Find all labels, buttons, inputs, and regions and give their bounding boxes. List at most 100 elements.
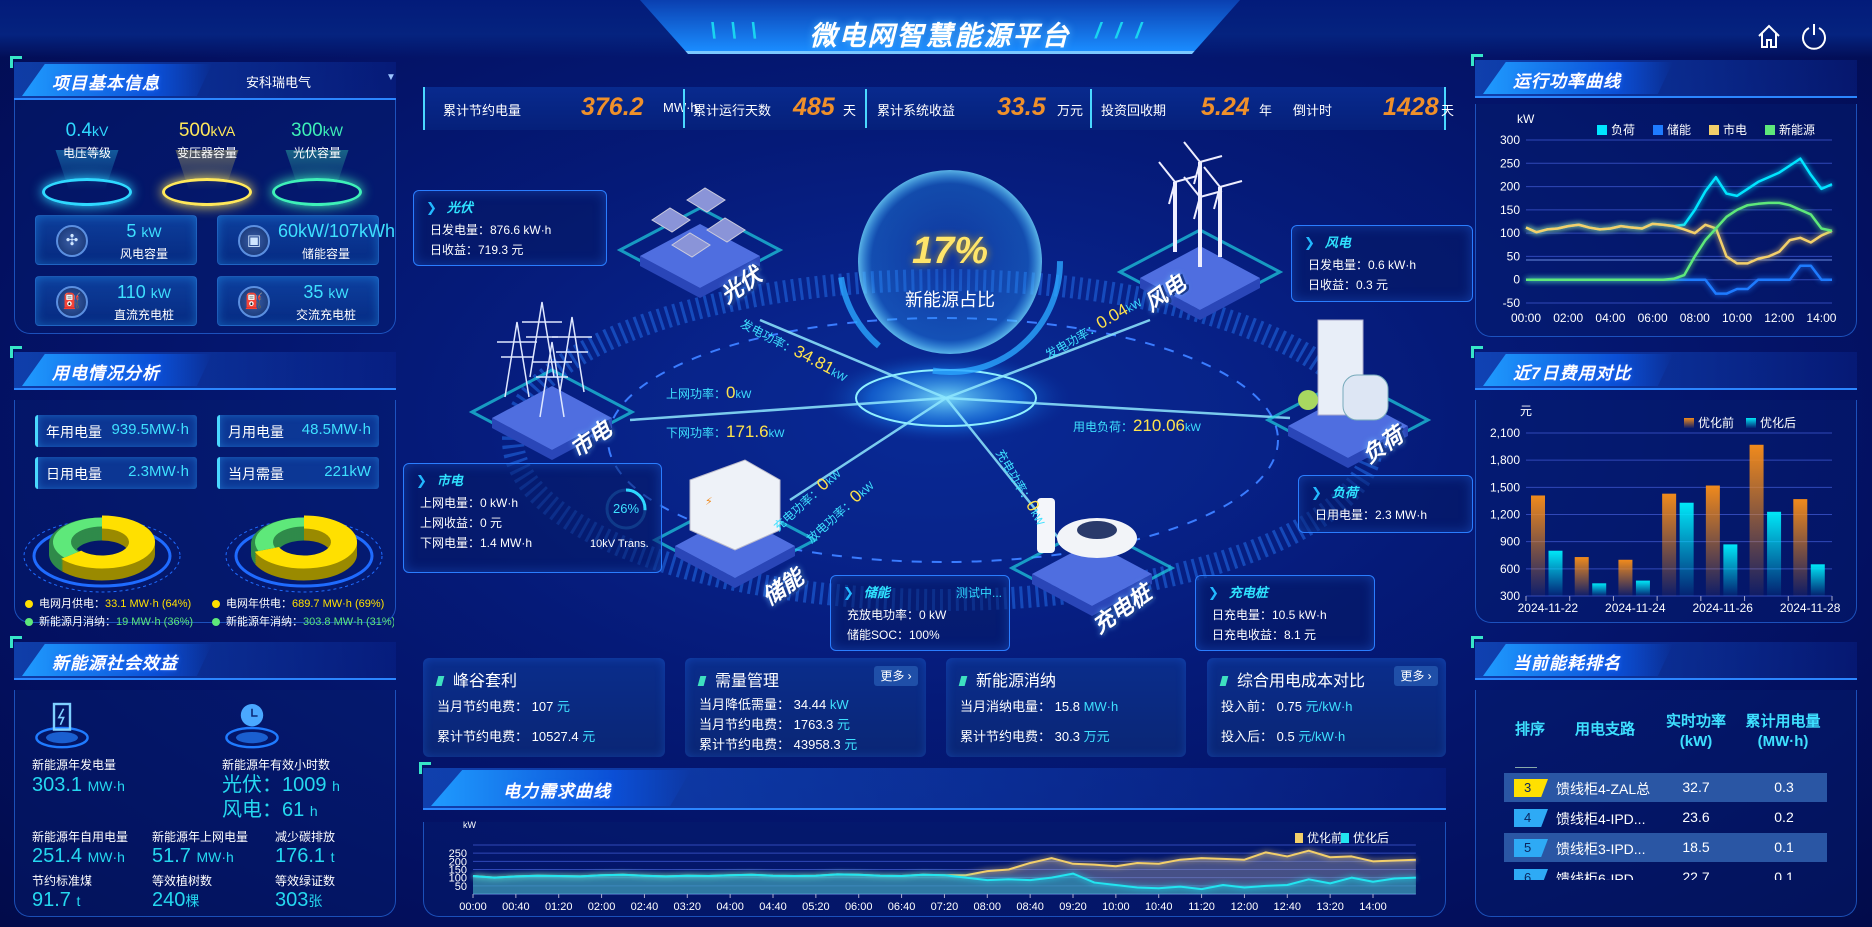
pv-info-box[interactable]: ❯ 光伏 日发电量：876.6 kW·h 日收益：719.3 元 [413,190,607,266]
solar-panel-icon [671,232,711,258]
capacity-card: ✣ 5 kW 风电容量 [35,215,197,265]
renewable-share-label: 新能源占比 [905,290,995,310]
grid-export-label: 新能源年上网电量 [152,830,249,844]
grid-info-box[interactable]: ❯ 市电 上网电量：0 kW·h 上网收益：0 元 下网电量：1.4 MW·h 2… [403,463,662,573]
feature-row: 当月节约电费： 1763.3 元 [699,717,851,732]
corner-icon [10,346,22,358]
title-banner [640,0,1240,54]
power-tower-icon [522,301,562,378]
corner-icon [10,636,22,648]
feature-row: 累计节约电费： 10527.4 元 [437,729,596,744]
feature-card: 需量管理 更多 › 当月降低需量： 34.44 kW 当月节约电费： 1763.3 元… [685,658,926,757]
divider [1090,89,1092,128]
more-button[interactable]: 更多 › [1394,666,1438,686]
battery-container-icon [689,459,781,551]
feature-row: 当月降低需量： 34.44 kW [699,697,849,712]
corner-icon [1471,636,1483,648]
branch-name: 馈线柜6-IPD... [1556,871,1646,880]
branch-energy: 0.1 [1774,869,1794,880]
panel-title: 电力需求曲线 [503,782,611,801]
corner-icon [1471,346,1483,358]
tree-equivalent-value: 240棵 [152,889,200,911]
social-benefit-header: 新能源社会效益 [10,636,396,680]
supply-donut-charts [23,515,383,593]
branch-header: 用电支路 [1574,721,1635,738]
power-header: 实时功率 (kW) [1665,713,1726,750]
tree-equivalent-label: 等效植树数 [152,874,213,888]
wind-info-box[interactable]: ❯ 风电 日发电量：0.6 kW·h 日收益：0.3 元 [1291,225,1473,302]
wind-hours-value: 风电：61 h [222,799,318,821]
ranking-row[interactable]: 5 馈线柜3-IPD... 18.5 0.1 [1504,833,1827,862]
flow-pv-power: 发电功率：34.81kW [738,316,849,385]
power-tower-icon [532,341,572,418]
car-window [1077,521,1117,539]
branch-name: 馈线柜3-IPD... [1556,841,1646,857]
branch-name: 馈线柜4-ZAL总 [1556,781,1651,797]
green-cert-value: 303张 [275,889,323,911]
carbon-reduction-value: 176.1 t [275,845,335,867]
effective-hours-label: 新能源年有效小时数 [222,758,331,772]
charger-info-box[interactable]: ❯ 充电桩 日充电量：10.5 kW·h 日充电收益：8.1 元 [1195,575,1375,651]
project-info-header: 项目基本信息 安科瑞电气 ▼ [10,56,396,100]
feature-row: 累计节约电费： 30.3 万元 [960,729,1110,744]
node-label-wind: 风电 [1139,270,1191,317]
flow-line-pv [759,318,947,400]
coal-saving-value: 91.7 t [32,889,81,911]
wind-turbine-icon: ✣ [56,225,88,257]
flow-line-load [945,396,1291,420]
charger-icon: ⛽ [56,286,88,318]
solar-panel-icon [651,207,691,233]
hub-glow [821,353,1071,443]
usage-stat: 日用电量 2.3MW·h [35,457,197,489]
company-select[interactable]: 安科瑞电气 [246,75,312,90]
annual-generation-value: 303.1 MW·h [32,774,125,796]
ranking-row[interactable]: 4 馈线柜4-IPD... 23.6 0.2 [1504,803,1827,832]
node-label-storage: 储能 [757,564,809,611]
corner-icon [1471,54,1483,66]
capacity-card: ⛽ 35 kW 交流充电桩 [217,276,379,326]
divider [683,89,685,128]
donut-layer [254,515,357,569]
power-curve-header: 运行功率曲线 [1471,54,1857,98]
flow-grid-export: 上网功率：0kW [666,383,752,402]
donut-legend-item: 电网年供电：689.7 MW·h (69%) [212,595,394,611]
node-label-charger: 充电桩 [1087,580,1157,639]
panel-title: 用电情况分析 [52,364,160,383]
ranking-row[interactable]: 3 馈线柜4-ZAL总 32.7 0.3 [1504,773,1827,802]
usage-stat: 当月需量 221kW [217,457,379,489]
clock-icon [225,704,279,749]
panel-title: 新能源社会效益 [52,654,178,673]
self-use-label: 新能源年自用电量 [32,830,129,844]
capacity-ring: 0.4kV 电压等级 [32,120,142,206]
car-icon [1057,518,1137,558]
usage-stat: 月用电量 48.5MW·h [217,415,379,447]
power-curve-panel [1475,104,1857,337]
summary-bar: 累计节约电量 376.2 MW·h 累计运行天数 485 天 累计系统收益 33.5 万元 … [423,87,1454,130]
solar-panel-icon [686,187,726,213]
bullet-icon [435,676,445,686]
capacity-ring: 300kW 光伏容量 [262,120,372,206]
gauge-value: 26% [612,501,640,516]
load-info-box[interactable]: ❯ 负荷 日用电量：2.3 MW·h [1298,475,1473,533]
rank-badge: 3 [1514,779,1548,797]
more-button[interactable]: 更多 › [874,666,918,686]
flow-charger: 充电功率：0kW [993,447,1047,528]
solar-panel-icon [706,217,746,243]
battery-icon: ▣ [238,225,270,257]
building-icon [1317,319,1364,416]
gauge-label: 10kV Trans. [590,538,649,550]
chevron-down-icon[interactable]: ▼ [386,72,396,83]
branch-energy: 0.2 [1774,809,1794,825]
panel-title: 项目基本信息 [52,74,160,93]
ranking-header: 当前能耗排名 [1471,636,1857,680]
power-tower-icon [552,316,592,393]
usage-header: 用电情况分析 [10,346,396,390]
branch-energy: 0.1 [1774,839,1794,855]
storage-info-box[interactable]: ❯ 储能 测试中... 充放电功率：0 kW 储能SOC：100% [830,575,1010,651]
row-remnant [1515,767,1537,768]
power-icon[interactable] [1800,22,1828,50]
tree-icon [1298,390,1318,410]
ranking-row[interactable]: 6 馈线柜6-IPD... 22.7 0.1 [1504,863,1827,880]
rank-header: 排序 [1514,721,1545,738]
home-icon[interactable] [1755,22,1783,50]
